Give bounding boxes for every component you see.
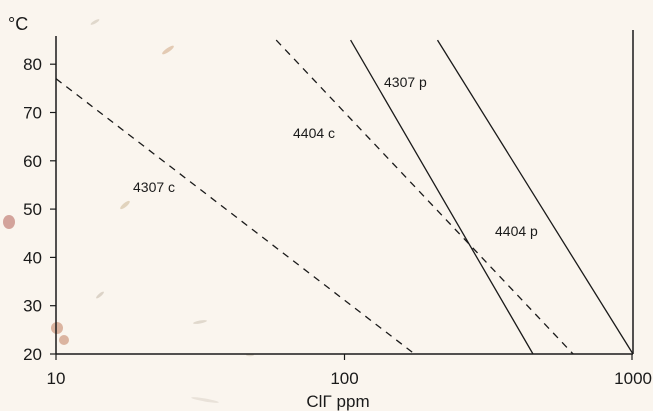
y-tick-label: 50 [23, 200, 42, 219]
y-tick-label: 80 [23, 55, 42, 74]
series-label-4404-c: 4404 c [293, 125, 335, 141]
series-label-4307-c: 4307 c [133, 179, 175, 195]
tick-labels: 20 30 40 50 60 70 80 10 100 1000 [23, 55, 652, 388]
background-speckles [3, 19, 254, 403]
series-label-4404-p: 4404 p [495, 223, 538, 239]
series-line-4307-c [55, 78, 415, 355]
x-axis-title: ClΓ ppm [306, 392, 369, 411]
series-label-4307-p: 4307 p [384, 74, 427, 90]
y-tick-label: 20 [23, 345, 42, 364]
y-tick-label: 60 [23, 152, 42, 171]
x-tick-label: 1000 [614, 369, 652, 388]
series-line-4404-p [436, 39, 634, 355]
x-tick-label: 100 [330, 369, 358, 388]
series-labels: 4307 c 4404 c 4307 p 4404 p [133, 74, 538, 239]
series-line-4307-p [350, 39, 534, 355]
y-tick-label: 30 [23, 297, 42, 316]
x-tick-label: 10 [47, 369, 66, 388]
y-axis-unit-label: °C [8, 14, 28, 34]
series-lines [55, 39, 634, 355]
y-tick-label: 40 [23, 248, 42, 267]
y-tick-label: 70 [23, 104, 42, 123]
